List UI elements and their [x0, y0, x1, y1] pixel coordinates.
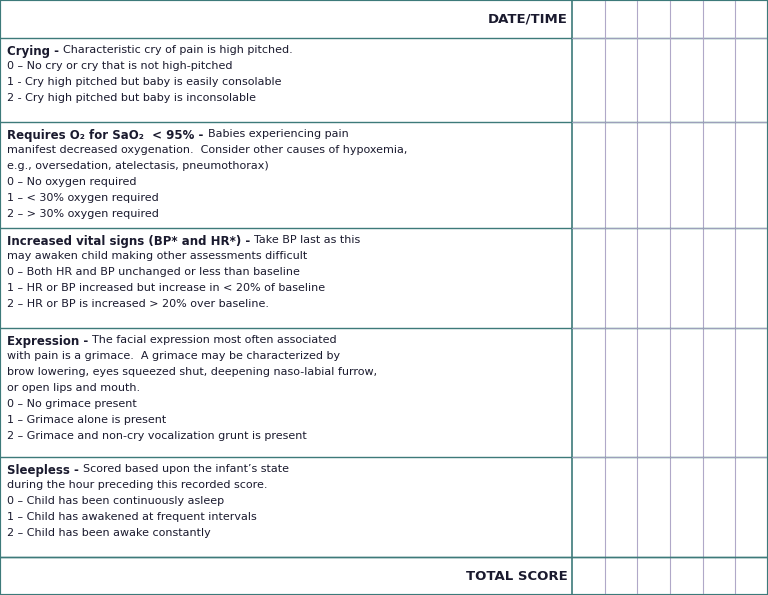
Text: 2 – HR or BP is increased > 20% over baseline.: 2 – HR or BP is increased > 20% over bas… [7, 299, 269, 309]
Text: The facial expression most often associated: The facial expression most often associa… [92, 335, 337, 345]
Text: 1 - Cry high pitched but baby is easily consolable: 1 - Cry high pitched but baby is easily … [7, 77, 282, 87]
Text: TOTAL SCORE: TOTAL SCORE [466, 569, 568, 583]
Text: e.g., oversedation, atelectasis, pneumothorax): e.g., oversedation, atelectasis, pneumot… [7, 161, 269, 171]
Text: 0 – No oxygen required: 0 – No oxygen required [7, 177, 137, 187]
Text: Sleepless -: Sleepless - [7, 464, 83, 477]
Text: or open lips and mouth.: or open lips and mouth. [7, 383, 140, 393]
Text: brow lowering, eyes squeezed shut, deepening naso-labial furrow,: brow lowering, eyes squeezed shut, deepe… [7, 367, 377, 377]
Text: may awaken child making other assessments difficult: may awaken child making other assessment… [7, 250, 307, 261]
Text: Babies experiencing pain: Babies experiencing pain [207, 129, 348, 139]
Text: Requires O₂ for SaO₂  < 95% -: Requires O₂ for SaO₂ < 95% - [7, 129, 207, 142]
Text: during the hour preceding this recorded score.: during the hour preceding this recorded … [7, 480, 267, 490]
Text: DATE/TIME: DATE/TIME [488, 12, 568, 26]
Text: 2 – Grimace and non-cry vocalization grunt is present: 2 – Grimace and non-cry vocalization gru… [7, 431, 306, 441]
Text: 1 – < 30% oxygen required: 1 – < 30% oxygen required [7, 193, 159, 203]
Text: 1 – Grimace alone is present: 1 – Grimace alone is present [7, 415, 166, 425]
Text: 0 – Both HR and BP unchanged or less than baseline: 0 – Both HR and BP unchanged or less tha… [7, 267, 300, 277]
Text: Increased vital signs (BP* and HR*) -: Increased vital signs (BP* and HR*) - [7, 235, 254, 248]
Text: Scored based upon the infant’s state: Scored based upon the infant’s state [83, 464, 289, 474]
Text: 0 – No grimace present: 0 – No grimace present [7, 399, 137, 409]
Text: with pain is a grimace.  A grimace may be characterized by: with pain is a grimace. A grimace may be… [7, 351, 340, 361]
Text: Take BP last as this: Take BP last as this [254, 235, 361, 245]
Text: 1 – Child has awakened at frequent intervals: 1 – Child has awakened at frequent inter… [7, 512, 257, 522]
Text: manifest decreased oxygenation.  Consider other causes of hypoxemia,: manifest decreased oxygenation. Consider… [7, 145, 407, 155]
Text: 2 – > 30% oxygen required: 2 – > 30% oxygen required [7, 209, 159, 219]
Text: 2 – Child has been awake constantly: 2 – Child has been awake constantly [7, 528, 210, 537]
Text: 1 – HR or BP increased but increase in < 20% of baseline: 1 – HR or BP increased but increase in <… [7, 283, 325, 293]
Text: 2 - Cry high pitched but baby is inconsolable: 2 - Cry high pitched but baby is inconso… [7, 93, 256, 103]
Text: Expression -: Expression - [7, 335, 92, 348]
Text: Crying -: Crying - [7, 45, 63, 58]
Text: Characteristic cry of pain is high pitched.: Characteristic cry of pain is high pitch… [63, 45, 293, 55]
Text: 0 – No cry or cry that is not high-pitched: 0 – No cry or cry that is not high-pitch… [7, 61, 233, 71]
Text: 0 – Child has been continuously asleep: 0 – Child has been continuously asleep [7, 496, 224, 506]
